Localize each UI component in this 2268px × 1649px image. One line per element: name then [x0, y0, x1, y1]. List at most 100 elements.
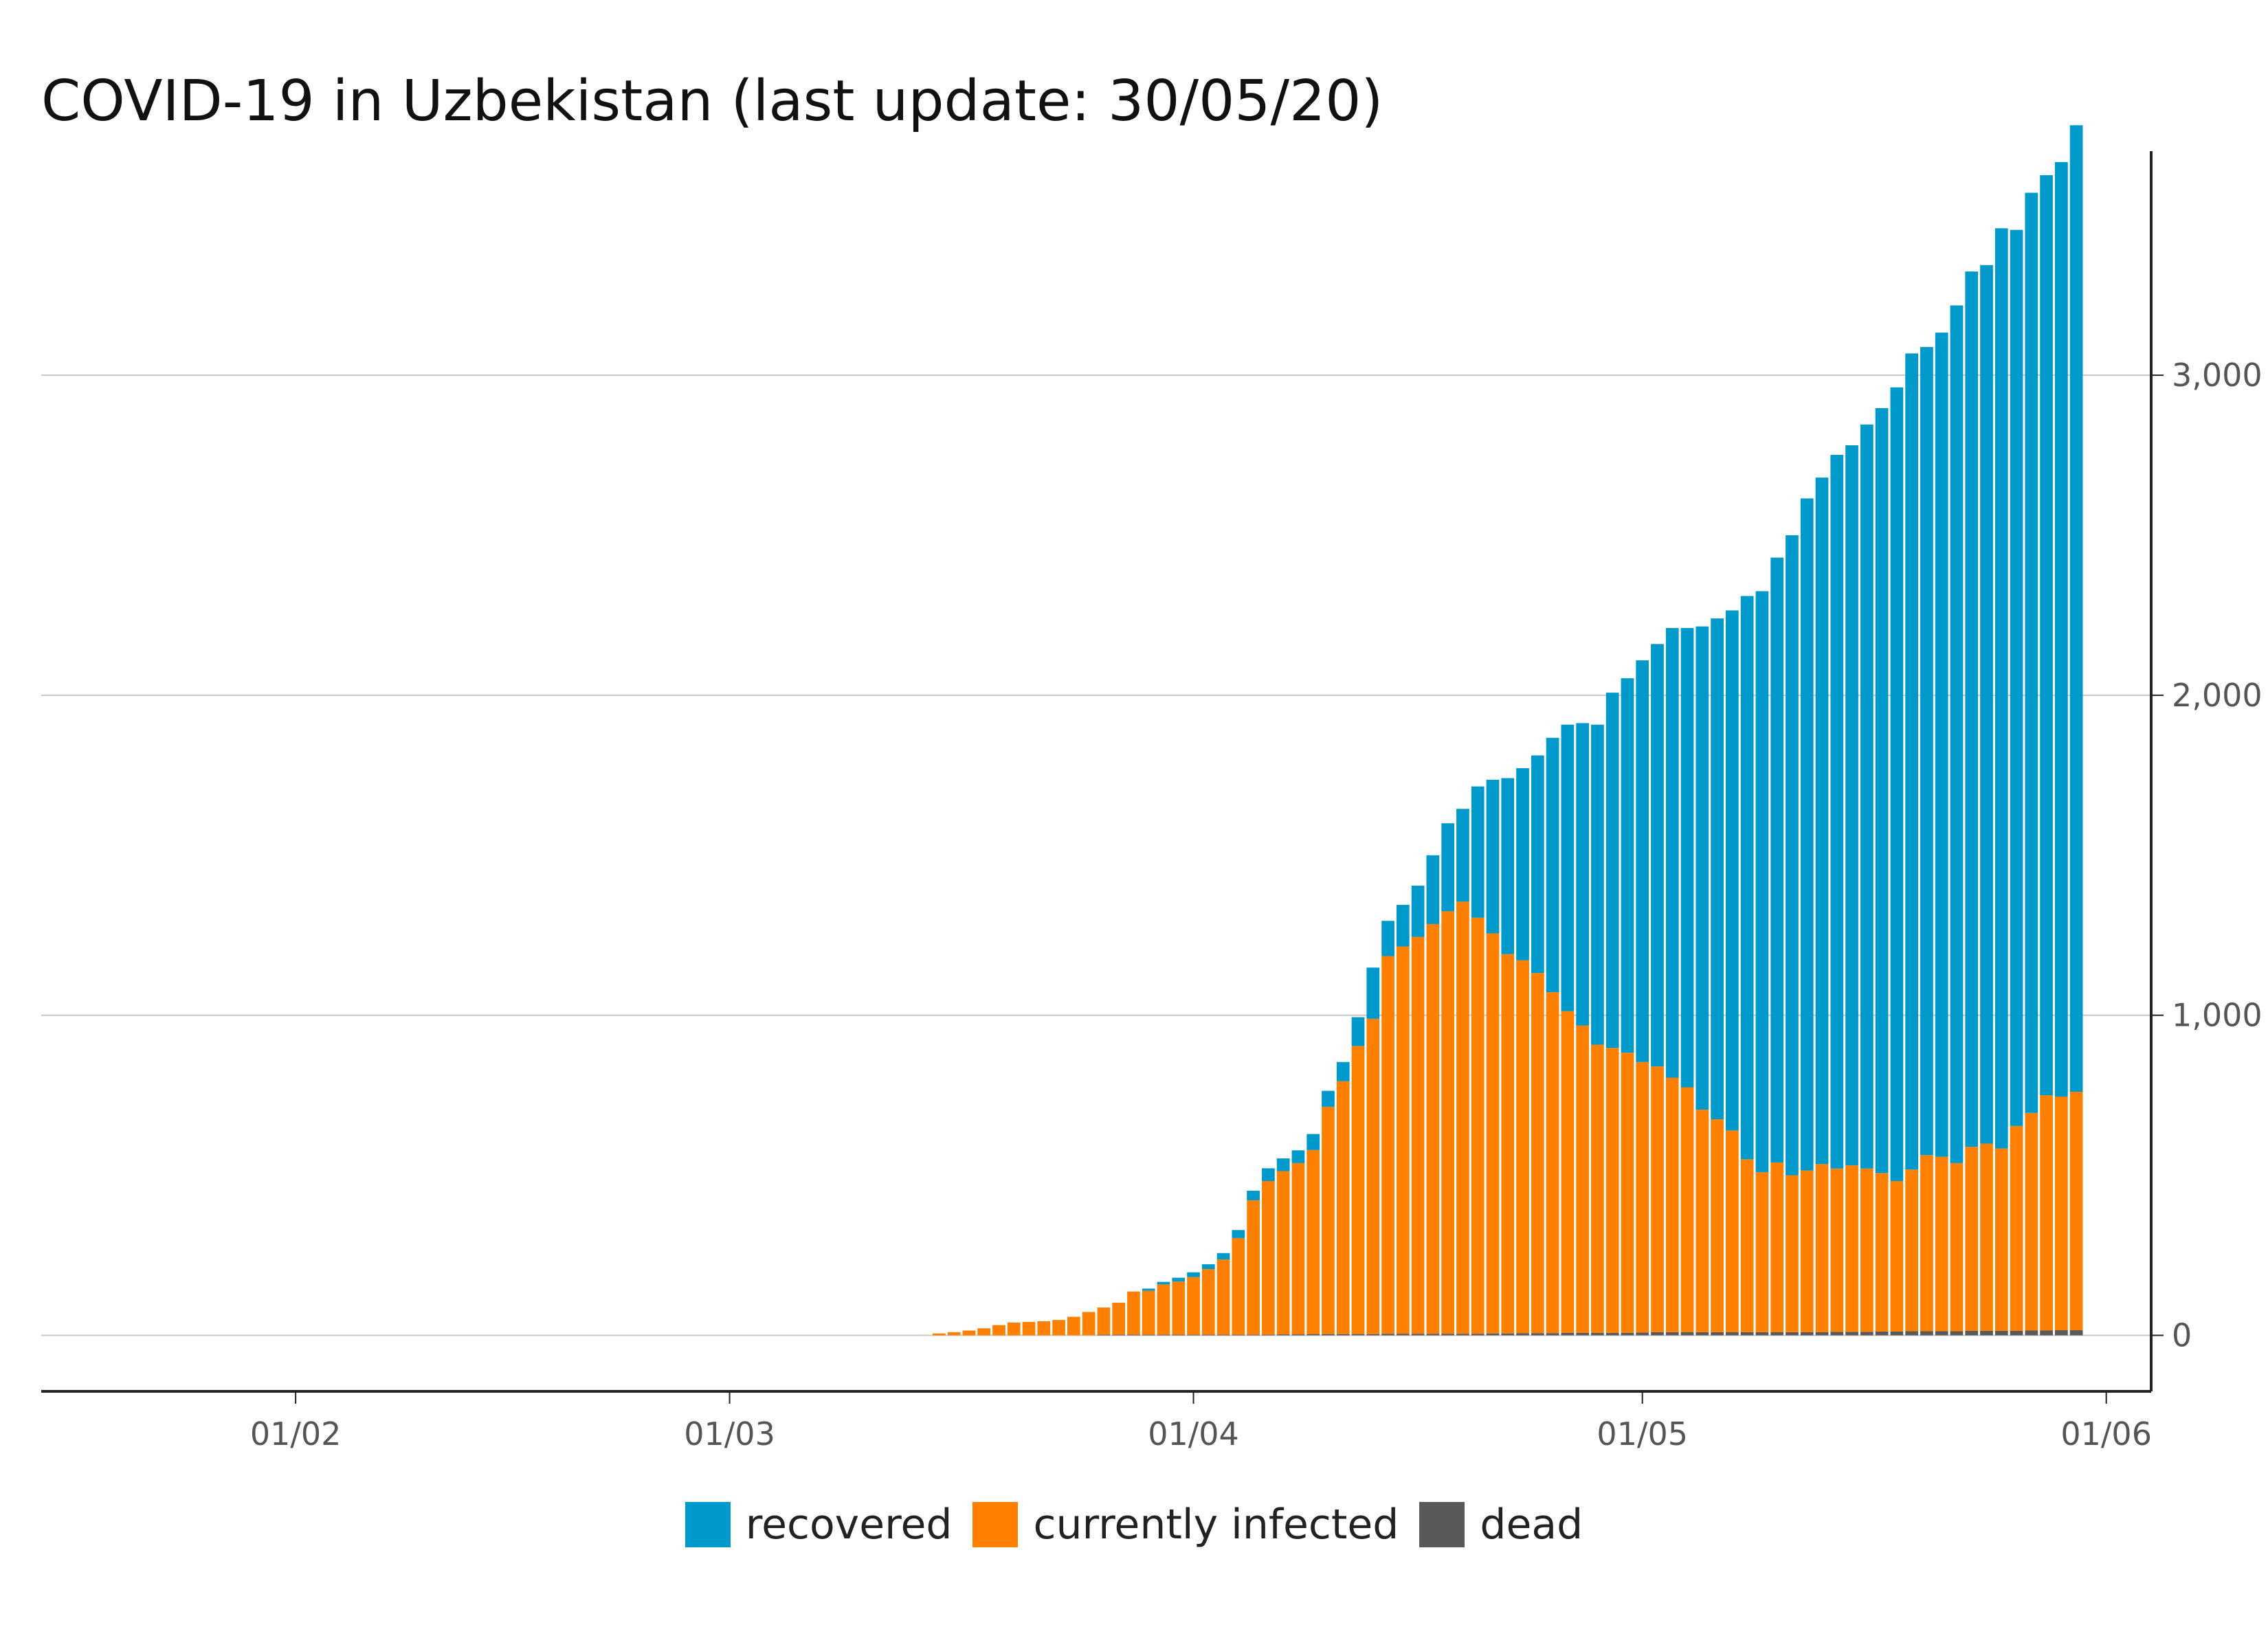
bar-currently-infected [1022, 1321, 1036, 1336]
bar-currently-infected [1920, 1155, 1933, 1332]
legend-label: recovered [745, 1501, 953, 1549]
bar-recovered [1665, 628, 1679, 1078]
bar-dead [1516, 1333, 1529, 1336]
bar-recovered [1322, 1090, 1335, 1107]
bar-dead [2010, 1330, 2023, 1336]
bar-recovered [2010, 229, 2023, 1126]
bar-currently-infected [962, 1330, 976, 1336]
bar-recovered [1426, 855, 1440, 924]
bar-currently-infected [1770, 1162, 1784, 1332]
bar-dead [1651, 1332, 1664, 1336]
legend-item-dead: dead [1419, 1501, 1583, 1549]
bar-recovered [1725, 610, 1739, 1131]
bar-dead [1291, 1334, 1305, 1336]
bar-currently-infected [1755, 1171, 1769, 1332]
bar-recovered [1262, 1168, 1275, 1181]
bar-currently-infected [1067, 1316, 1080, 1336]
bar-dead [1621, 1332, 1634, 1336]
bar-dead [1591, 1332, 1604, 1336]
bar-currently-infected [1696, 1110, 1709, 1332]
bar-dead [1994, 1330, 2008, 1336]
bar-dead [2069, 1330, 2083, 1336]
bar-recovered [1994, 228, 2008, 1149]
bar-dead [1276, 1334, 1290, 1336]
bar-dead [2025, 1330, 2038, 1336]
bar-currently-infected [1680, 1087, 1694, 1332]
bar-currently-infected [1965, 1147, 1979, 1331]
bar-currently-infected [1711, 1119, 1724, 1332]
bar-currently-infected [1441, 911, 1455, 1334]
bar-dead [1696, 1332, 1709, 1336]
bar-recovered [1216, 1253, 1230, 1260]
bar-currently-infected [1950, 1163, 1964, 1332]
bar-currently-infected [2010, 1125, 2023, 1331]
y-tick-label: 3,000 [2172, 357, 2263, 394]
bar-dead [1786, 1332, 1799, 1336]
bar-currently-infected [992, 1325, 1005, 1336]
bar-currently-infected [1605, 1048, 1619, 1333]
bar-currently-infected [1142, 1290, 1155, 1335]
bar-recovered [1531, 755, 1544, 974]
bar-recovered [1411, 886, 1425, 937]
bar-currently-infected [1531, 973, 1544, 1334]
bar-currently-infected [1815, 1164, 1829, 1332]
bar-currently-infected [1097, 1307, 1111, 1335]
bar-currently-infected [1366, 1018, 1380, 1334]
bar-recovered [1845, 445, 1858, 1166]
bar-dead [1845, 1332, 1858, 1336]
bar-currently-infected [1786, 1175, 1799, 1332]
bar-dead [1815, 1332, 1829, 1336]
bar-dead [1142, 1334, 1155, 1336]
bar-dead [1965, 1330, 1979, 1336]
bar-dead [1905, 1331, 1918, 1336]
bar-currently-infected [1232, 1237, 1245, 1335]
bar-dead [1456, 1334, 1469, 1336]
bar-currently-infected [2054, 1096, 2068, 1331]
bar-recovered [1336, 1062, 1350, 1081]
bar-recovered [1366, 967, 1380, 1019]
bar-dead [1216, 1334, 1230, 1336]
legend-label: currently infected [1033, 1501, 1399, 1549]
bar-dead [1247, 1334, 1260, 1336]
y-tick-label: 2,000 [2172, 677, 2263, 714]
bar-currently-infected [1621, 1053, 1634, 1333]
bar-dead [1201, 1334, 1215, 1336]
bar-currently-infected [1516, 960, 1529, 1334]
bar-dead [1336, 1334, 1350, 1336]
bar-dead [1531, 1333, 1544, 1336]
bar-currently-infected [1351, 1046, 1365, 1334]
bar-recovered [1142, 1288, 1155, 1291]
bar-currently-infected [1845, 1165, 1858, 1332]
legend-swatch [685, 1502, 731, 1547]
bar-currently-infected [1591, 1044, 1604, 1333]
bar-recovered [1815, 478, 1829, 1165]
bar-recovered [1770, 557, 1784, 1163]
bar-recovered [1651, 644, 1664, 1067]
bar-dead [1262, 1334, 1275, 1336]
bar-currently-infected [1247, 1200, 1260, 1335]
bar-recovered [1351, 1017, 1365, 1046]
bar-recovered [1830, 455, 1844, 1169]
bar-dead [1381, 1334, 1394, 1336]
bar-recovered [2054, 161, 2068, 1097]
x-tick-label: 01/04 [1148, 1415, 1239, 1452]
bar-currently-infected [1052, 1320, 1065, 1336]
bar-dead [1471, 1334, 1485, 1336]
y-tick-label: 0 [2172, 1316, 2192, 1354]
bar-dead [1187, 1334, 1200, 1336]
bar-currently-infected [1381, 956, 1394, 1334]
bar-currently-infected [1112, 1302, 1126, 1335]
bar-currently-infected [1157, 1284, 1170, 1335]
bar-currently-infected [1456, 901, 1469, 1334]
bar-recovered [2040, 175, 2053, 1096]
x-tick-label: 01/06 [2060, 1415, 2152, 1452]
bar-recovered [1711, 618, 1724, 1120]
bar-currently-infected [933, 1333, 946, 1336]
bar-currently-infected [2025, 1112, 2038, 1331]
bar-dead [1127, 1334, 1140, 1336]
legend-label: dead [1480, 1501, 1583, 1549]
bar-recovered [1905, 353, 1918, 1170]
bar-currently-infected [1725, 1130, 1739, 1332]
bar-currently-infected [1546, 992, 1559, 1334]
